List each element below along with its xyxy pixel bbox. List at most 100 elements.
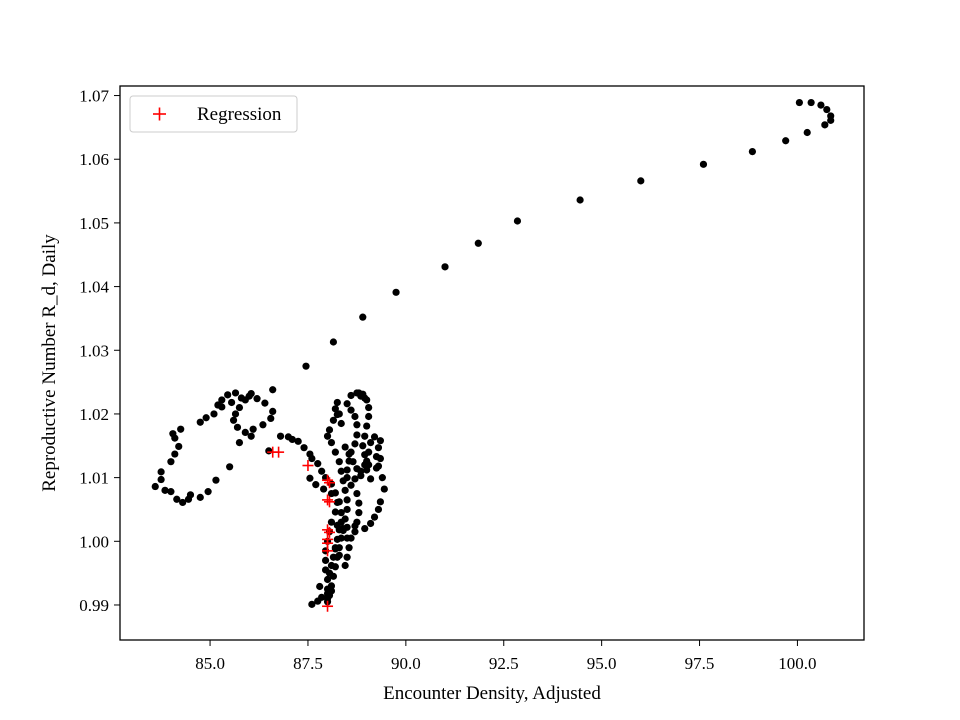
data-point bbox=[171, 450, 178, 457]
data-point bbox=[332, 563, 339, 570]
x-tick-label: 100.0 bbox=[778, 654, 816, 673]
data-point bbox=[234, 424, 241, 431]
data-point bbox=[700, 161, 707, 168]
data-point bbox=[375, 444, 382, 451]
data-point bbox=[367, 439, 374, 446]
data-point bbox=[338, 420, 345, 427]
y-tick-label: 1.02 bbox=[79, 405, 109, 424]
data-point bbox=[365, 413, 372, 420]
data-point bbox=[318, 468, 325, 475]
data-point bbox=[261, 400, 268, 407]
y-tick-label: 1.03 bbox=[79, 341, 109, 360]
data-point bbox=[322, 557, 329, 564]
data-point bbox=[265, 447, 272, 454]
x-tick-label: 92.5 bbox=[489, 654, 519, 673]
data-point bbox=[342, 562, 349, 569]
data-point bbox=[230, 417, 237, 424]
y-tick-label: 0.99 bbox=[79, 596, 109, 615]
data-point bbox=[377, 498, 384, 505]
data-point bbox=[330, 573, 337, 580]
data-point bbox=[177, 426, 184, 433]
data-point bbox=[336, 410, 343, 417]
data-point bbox=[203, 414, 210, 421]
y-tick-label: 1.05 bbox=[79, 214, 109, 233]
data-point bbox=[340, 525, 347, 532]
data-point bbox=[167, 458, 174, 465]
data-point bbox=[336, 498, 343, 505]
data-point bbox=[353, 465, 360, 472]
data-point bbox=[379, 474, 386, 481]
data-point bbox=[373, 464, 380, 471]
y-tick-label: 1.00 bbox=[79, 532, 109, 551]
data-point bbox=[342, 515, 349, 522]
data-point bbox=[302, 363, 309, 370]
data-point bbox=[353, 421, 360, 428]
data-point bbox=[328, 582, 335, 589]
data-point bbox=[344, 506, 351, 513]
data-point bbox=[441, 263, 448, 270]
data-point bbox=[259, 421, 266, 428]
data-point bbox=[328, 490, 335, 497]
data-point bbox=[345, 544, 352, 551]
data-point bbox=[359, 314, 366, 321]
data-point bbox=[355, 499, 362, 506]
data-point bbox=[300, 444, 307, 451]
data-point bbox=[347, 482, 354, 489]
legend: Regression bbox=[130, 96, 297, 132]
data-point bbox=[344, 496, 351, 503]
data-point bbox=[392, 289, 399, 296]
x-tick-label: 95.0 bbox=[587, 654, 617, 673]
data-point bbox=[808, 99, 815, 106]
legend-label: Regression bbox=[197, 104, 282, 125]
data-point bbox=[336, 544, 343, 551]
data-point bbox=[514, 217, 521, 224]
data-point bbox=[361, 433, 368, 440]
regression-point bbox=[324, 496, 335, 507]
data-point bbox=[367, 520, 374, 527]
plot-frame bbox=[120, 86, 864, 640]
data-point bbox=[817, 102, 824, 109]
y-tick-label: 1.06 bbox=[79, 150, 109, 169]
data-point bbox=[187, 491, 194, 498]
regression-point bbox=[273, 447, 284, 458]
data-point bbox=[637, 177, 644, 184]
data-point bbox=[823, 106, 830, 113]
data-point bbox=[328, 439, 335, 446]
data-point bbox=[371, 514, 378, 521]
data-point bbox=[324, 433, 331, 440]
data-point bbox=[353, 490, 360, 497]
data-point bbox=[353, 519, 360, 526]
points-layer bbox=[152, 99, 835, 608]
data-point bbox=[175, 443, 182, 450]
data-point bbox=[205, 488, 212, 495]
data-point bbox=[236, 404, 243, 411]
data-point bbox=[342, 487, 349, 494]
data-point bbox=[332, 449, 339, 456]
data-point bbox=[158, 476, 165, 483]
data-point bbox=[349, 458, 356, 465]
data-point bbox=[316, 583, 323, 590]
data-point bbox=[796, 99, 803, 106]
data-point bbox=[295, 438, 302, 445]
x-axis-label: Encounter Density, Adjusted bbox=[383, 683, 601, 704]
data-point bbox=[334, 554, 341, 561]
data-point bbox=[169, 430, 176, 437]
data-point bbox=[338, 535, 345, 542]
y-tick-label: 1.01 bbox=[79, 469, 109, 488]
data-point bbox=[326, 426, 333, 433]
x-tick-label: 85.0 bbox=[195, 654, 225, 673]
data-point bbox=[375, 506, 382, 513]
data-point bbox=[577, 196, 584, 203]
data-point bbox=[475, 240, 482, 247]
x-tick-label: 97.5 bbox=[685, 654, 715, 673]
data-point bbox=[361, 525, 368, 532]
data-point bbox=[167, 488, 174, 495]
data-point bbox=[306, 475, 313, 482]
data-point bbox=[197, 419, 204, 426]
data-point bbox=[377, 455, 384, 462]
data-point bbox=[355, 509, 362, 516]
data-point bbox=[312, 481, 319, 488]
data-point bbox=[361, 451, 368, 458]
regression-point bbox=[322, 601, 333, 612]
data-point bbox=[246, 393, 253, 400]
